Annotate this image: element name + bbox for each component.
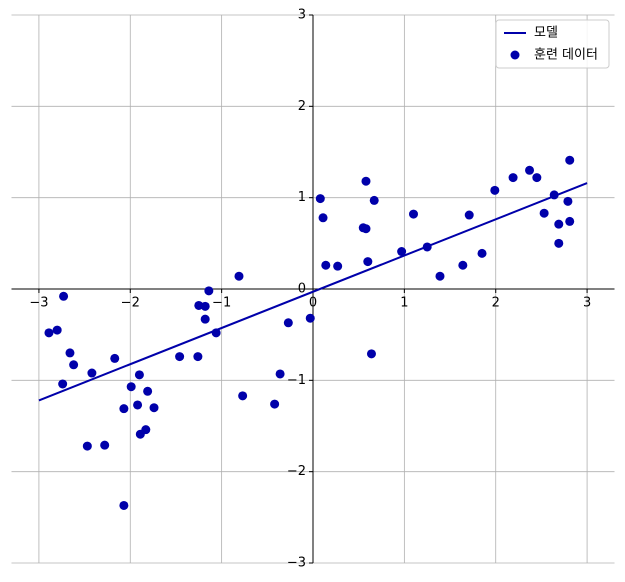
legend-label: 훈련 데이터 xyxy=(534,48,598,63)
data-point xyxy=(539,208,549,218)
legend-label: 모델 xyxy=(534,26,558,41)
data-point xyxy=(435,271,445,281)
data-point xyxy=(87,368,97,378)
data-point xyxy=(565,216,575,226)
y-tick-label: 1 xyxy=(298,190,306,205)
data-point xyxy=(321,260,331,270)
data-point xyxy=(477,248,487,258)
data-point xyxy=(369,195,379,205)
data-point xyxy=(126,382,136,392)
data-point xyxy=(361,176,371,186)
data-point xyxy=(315,194,325,204)
data-point xyxy=(458,260,468,270)
data-point xyxy=(59,291,69,301)
data-point xyxy=(52,325,62,335)
data-point xyxy=(318,213,328,223)
data-point xyxy=(82,441,92,451)
data-point xyxy=(464,210,474,220)
data-point xyxy=(532,173,542,183)
data-point xyxy=(549,190,559,200)
data-point xyxy=(175,352,185,362)
data-point xyxy=(133,400,143,410)
data-point xyxy=(200,314,210,324)
data-point xyxy=(305,313,315,323)
data-point xyxy=(333,261,343,271)
x-tick-label: −2 xyxy=(121,296,140,311)
y-tick-label: 2 xyxy=(298,99,306,114)
y-tick-label: −3 xyxy=(287,556,306,571)
data-point xyxy=(204,286,214,296)
data-point xyxy=(270,399,280,409)
model-line xyxy=(38,182,588,402)
data-point xyxy=(563,196,573,206)
data-point xyxy=(361,224,371,234)
x-tick-label: 2 xyxy=(492,296,500,311)
data-point xyxy=(143,386,153,396)
data-point xyxy=(508,173,518,183)
data-point xyxy=(234,271,244,281)
data-point xyxy=(44,328,54,338)
data-point xyxy=(422,242,432,252)
data-point xyxy=(193,352,203,362)
data-point xyxy=(200,301,210,311)
x-tick-label: −3 xyxy=(29,296,48,311)
data-point xyxy=(58,379,68,389)
data-point xyxy=(409,209,418,219)
data-point xyxy=(565,155,575,165)
x-tick-label: 3 xyxy=(583,296,591,311)
data-point xyxy=(283,318,293,328)
data-point xyxy=(238,391,248,401)
data-point xyxy=(490,185,500,195)
data-point xyxy=(149,403,159,413)
y-tick-label: −1 xyxy=(287,373,306,388)
data-point xyxy=(525,165,535,175)
legend-swatch xyxy=(510,50,520,60)
data-point xyxy=(397,247,407,257)
data-point xyxy=(135,429,145,439)
data-point xyxy=(69,360,79,370)
data-point xyxy=(134,370,144,380)
data-point xyxy=(65,348,75,358)
x-tick-label: 1 xyxy=(400,296,408,311)
data-point xyxy=(119,500,129,510)
data-point xyxy=(211,328,221,338)
data-point xyxy=(554,238,564,248)
y-tick-label: 3 xyxy=(298,8,306,23)
data-point xyxy=(363,257,373,267)
data-point xyxy=(554,219,564,229)
data-point xyxy=(366,349,376,359)
data-point xyxy=(119,404,129,414)
data-point xyxy=(100,440,110,450)
y-tick-label: −2 xyxy=(287,464,306,479)
data-point xyxy=(110,353,120,363)
data-point xyxy=(275,369,285,379)
x-tick-label: −1 xyxy=(212,296,231,311)
